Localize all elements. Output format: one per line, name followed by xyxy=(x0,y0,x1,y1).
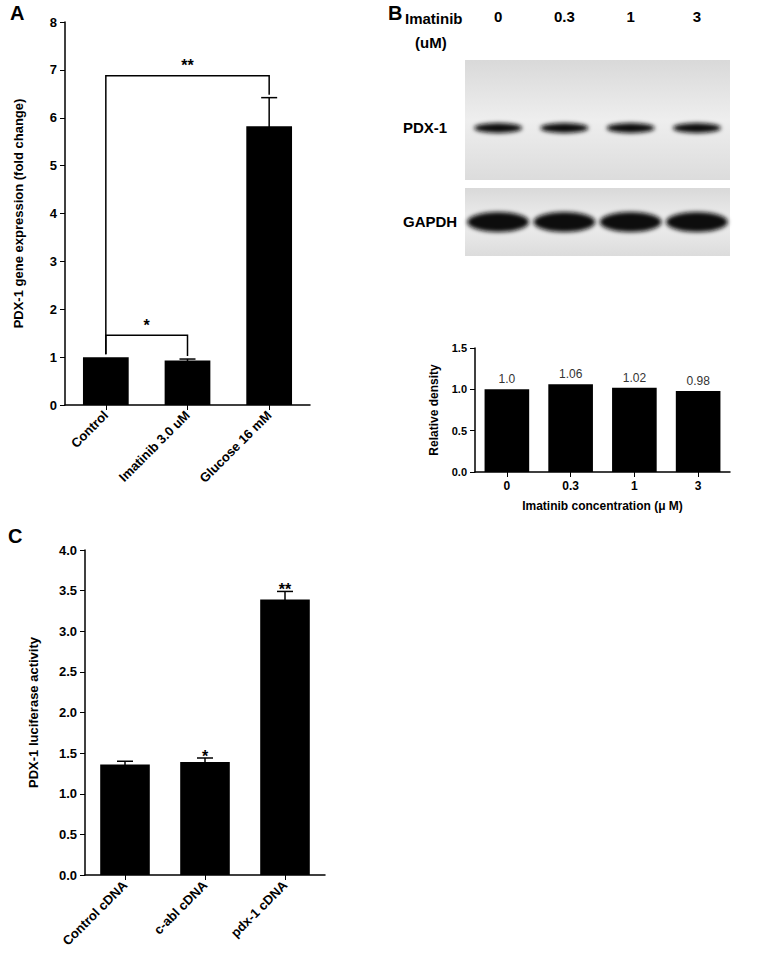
svg-text:1: 1 xyxy=(626,8,634,25)
svg-text:1.0: 1.0 xyxy=(452,383,467,395)
svg-text:Control: Control xyxy=(68,408,111,451)
svg-text:0.0: 0.0 xyxy=(59,868,77,883)
svg-text:0: 0 xyxy=(504,479,511,493)
svg-text:PDX-1 gene expression (fold ch: PDX-1 gene expression (fold change) xyxy=(11,99,26,329)
svg-text:PDX-1 luciferase activity: PDX-1 luciferase activity xyxy=(26,636,41,788)
svg-text:1.06: 1.06 xyxy=(559,367,583,381)
svg-text:Control cDNA: Control cDNA xyxy=(60,877,131,948)
svg-text:(uM): (uM) xyxy=(415,34,447,51)
svg-text:0: 0 xyxy=(50,398,57,413)
svg-text:1.5: 1.5 xyxy=(452,342,467,354)
svg-text:8: 8 xyxy=(50,15,57,30)
html-text:A: A xyxy=(10,2,25,24)
svg-text:Imatinib: Imatinib xyxy=(405,10,463,27)
svg-text:Imatinib concentration (μ M): Imatinib concentration (μ M) xyxy=(522,499,683,513)
svg-text:0.5: 0.5 xyxy=(59,827,77,842)
svg-text:c-abl cDNA: c-abl cDNA xyxy=(151,877,211,937)
svg-text:1.0: 1.0 xyxy=(59,786,77,801)
svg-text:**: ** xyxy=(181,57,194,74)
svg-text:0.3: 0.3 xyxy=(562,479,579,493)
svg-text:6: 6 xyxy=(50,110,57,125)
svg-text:7: 7 xyxy=(50,62,57,77)
svg-text:2.5: 2.5 xyxy=(59,664,77,679)
svg-text:3.0: 3.0 xyxy=(59,624,77,639)
svg-text:PDX-1: PDX-1 xyxy=(403,119,447,136)
svg-text:3: 3 xyxy=(695,479,702,493)
svg-text:1.02: 1.02 xyxy=(623,371,647,385)
svg-text:B: B xyxy=(388,2,402,24)
html-text:C: C xyxy=(8,525,23,547)
svg-text:1: 1 xyxy=(50,350,57,365)
svg-text:2: 2 xyxy=(50,302,57,317)
svg-text:2.0: 2.0 xyxy=(59,705,77,720)
svg-text:3: 3 xyxy=(50,254,57,269)
svg-text:4: 4 xyxy=(50,206,58,221)
svg-text:Relative density: Relative density xyxy=(427,364,441,456)
svg-text:0.5: 0.5 xyxy=(452,425,467,437)
svg-text:pdx-1 cDNA: pdx-1 cDNA xyxy=(228,877,291,940)
svg-text:GAPDH: GAPDH xyxy=(403,213,457,230)
svg-text:1: 1 xyxy=(631,479,638,493)
svg-text:0.98: 0.98 xyxy=(686,374,710,388)
svg-text:4.0: 4.0 xyxy=(59,543,77,558)
svg-text:1.5: 1.5 xyxy=(59,746,77,761)
svg-text:0.3: 0.3 xyxy=(554,8,575,25)
svg-text:3.5: 3.5 xyxy=(59,583,77,598)
svg-text:0.0: 0.0 xyxy=(452,466,467,478)
svg-text:Glucose 16 mM: Glucose 16 mM xyxy=(197,408,275,486)
svg-text:5: 5 xyxy=(50,158,57,173)
svg-text:3: 3 xyxy=(693,8,701,25)
svg-text:1.0: 1.0 xyxy=(499,372,516,386)
svg-text:0: 0 xyxy=(494,8,502,25)
svg-text:Imatinib 3.0 uM: Imatinib 3.0 uM xyxy=(116,408,193,485)
svg-text:*: * xyxy=(144,317,151,334)
